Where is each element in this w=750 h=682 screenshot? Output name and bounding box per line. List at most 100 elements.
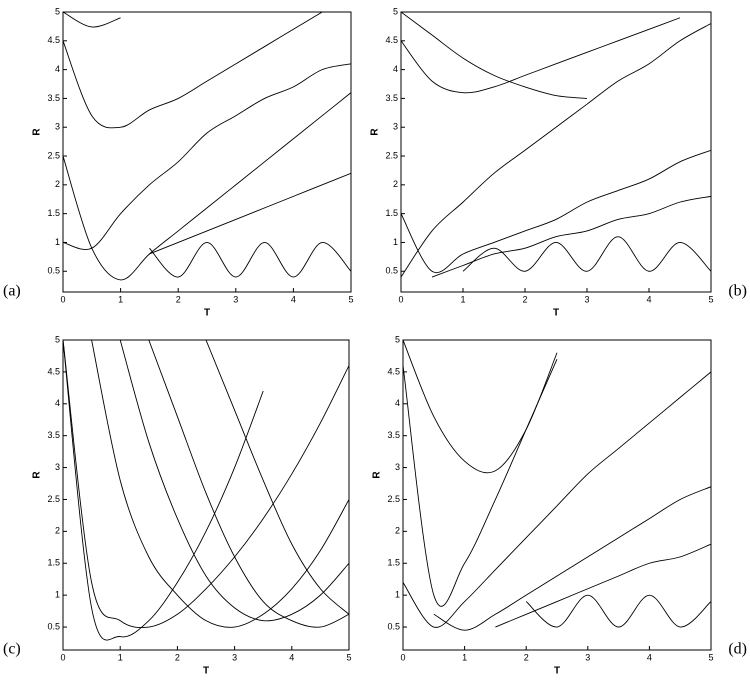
curve [433,486,711,631]
x-tick-label: 5 [708,294,713,304]
curve [525,594,711,628]
curve [91,340,349,628]
curve [63,92,351,281]
y-axis-label: R [32,471,43,479]
x-tick-label: 3 [585,652,590,662]
y-tick-label: 2.5 [387,494,400,504]
plot-area [63,12,351,281]
y-tick-label: 4 [395,398,400,408]
y-tick-label: 4.5 [47,35,60,45]
curve [401,23,711,278]
y-tick-label: 1 [55,237,60,247]
y-tick-label: 4.5 [387,366,400,376]
y-tick-label: 5 [393,6,398,16]
y-tick-label: 0.5 [47,266,60,276]
y-tick-label: 5 [55,6,60,16]
x-tick-label: 4 [647,652,652,662]
y-axis-label: R [32,128,43,136]
curve [148,340,349,628]
x-axis-label: T [203,666,209,677]
y-tick-label: 4.5 [385,35,398,45]
y-tick-label: 2.5 [47,494,60,504]
y-tick-label: 4 [55,64,60,74]
curve [401,149,711,274]
y-tick-label: 4 [55,398,60,408]
y-tick-label: 3.5 [385,93,398,103]
x-tick-label: 0 [400,652,405,662]
x-tick-label: 3 [232,652,237,662]
x-tick-label: 2 [524,652,529,662]
x-tick-label: 3 [584,294,589,304]
plot-area [63,340,349,641]
x-tick-label: 1 [460,294,465,304]
x-tick-label: 3 [233,294,238,304]
x-tick-label: 5 [348,294,353,304]
x-tick-label: 5 [708,652,713,662]
x-tick-label: 2 [522,294,527,304]
curve [149,242,351,278]
y-tick-label: 3 [393,122,398,132]
curve [63,12,121,28]
x-tick-label: 1 [118,294,123,304]
curve [63,63,351,250]
panel-label: (a) [3,283,21,300]
y-tick-label: 2 [393,179,398,189]
curve [63,340,349,628]
curve [462,236,711,272]
y-tick-label: 0.5 [385,266,398,276]
x-tick-label: 2 [175,652,180,662]
frame [400,11,712,293]
plot-area [403,340,711,631]
y-tick-label: 2 [395,526,400,536]
curve [403,358,558,607]
curve [403,371,711,628]
y-tick-label: 3 [395,462,400,472]
x-tick-label: 4 [291,294,296,304]
curve [63,340,264,641]
y-tick-label: 5 [395,334,400,344]
x-tick-label: 4 [289,652,294,662]
plot-area [401,12,711,278]
panel-label: (c) [3,641,21,658]
y-tick-label: 0.5 [387,621,400,631]
y-tick-label: 4.5 [47,366,60,376]
x-tick-label: 1 [462,652,467,662]
x-axis-label: T [204,308,210,319]
curve [495,543,711,628]
y-tick-label: 3.5 [387,430,400,440]
x-tick-label: 0 [60,294,65,304]
y-tick-label: 4 [393,64,398,74]
panel-label: (b) [728,283,747,300]
y-tick-label: 3.5 [47,93,60,103]
y-axis-label: R [370,128,381,136]
y-tick-label: 2.5 [385,150,398,160]
y-tick-label: 2.5 [47,150,60,160]
frame [62,339,350,651]
curve [401,12,588,99]
curve [205,340,349,615]
x-tick-label: 1 [118,652,123,662]
curve [401,17,681,94]
y-tick-label: 1 [393,237,398,247]
curve [63,12,323,129]
x-tick-label: 0 [60,652,65,662]
y-tick-label: 3.5 [47,430,60,440]
y-tick-label: 1 [395,590,400,600]
y-tick-label: 1.5 [387,558,400,568]
curve [431,195,711,278]
x-tick-label: 5 [346,652,351,662]
x-tick-label: 2 [176,294,181,304]
y-tick-label: 1.5 [385,208,398,218]
y-tick-label: 1 [55,590,60,600]
y-tick-label: 0.5 [47,621,60,631]
curve [119,340,349,622]
frame [62,11,352,293]
x-axis-label: T [553,308,559,319]
y-tick-label: 2 [55,526,60,536]
frame [402,339,712,651]
y-tick-label: 3 [55,462,60,472]
curve [149,172,351,255]
curve [403,340,558,474]
y-tick-label: 1.5 [47,558,60,568]
